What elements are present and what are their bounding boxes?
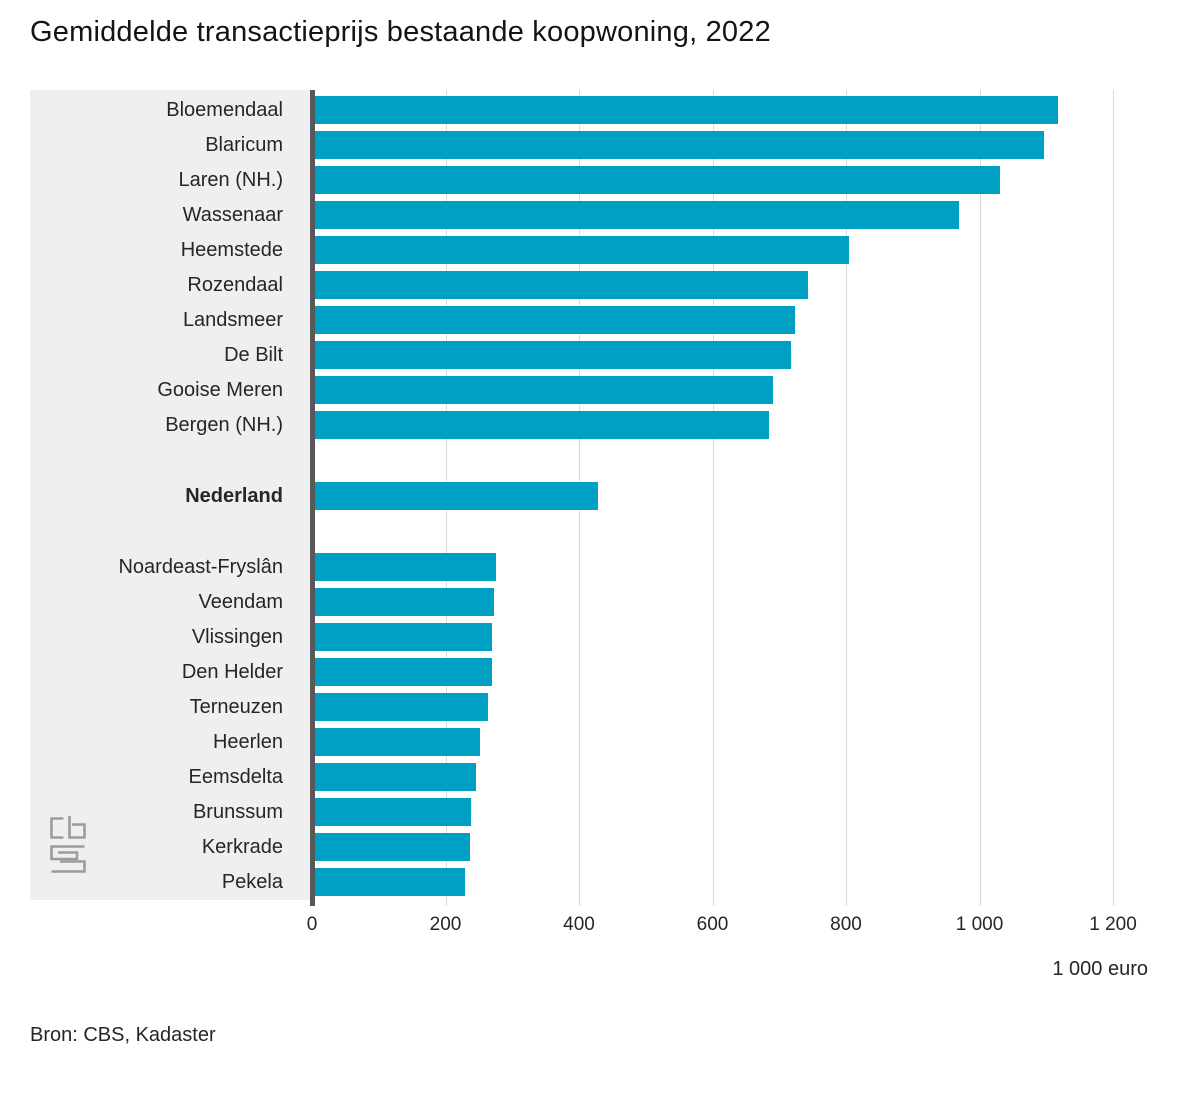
row-label-heerlen: Heerlen xyxy=(212,731,283,753)
bar-bergen-nh xyxy=(315,411,769,439)
x-axis-unit-label: 1 000 euro xyxy=(1052,958,1148,980)
gridline-600 xyxy=(712,90,714,906)
bar-heerlen xyxy=(315,728,480,756)
row-label-wassenaar: Wassenaar xyxy=(182,204,283,226)
bar-eemsdelta xyxy=(315,763,476,791)
bar-de-bilt xyxy=(315,341,791,369)
row-label-den-helder: Den Helder xyxy=(181,661,283,683)
cbs-logo xyxy=(50,816,86,873)
x-tick-label-1-200: 1 200 xyxy=(1089,914,1137,935)
row-label-nederland: Nederland xyxy=(185,485,283,507)
row-label-kerkrade: Kerkrade xyxy=(201,836,283,858)
bar-bloemendaal xyxy=(315,96,1058,124)
x-tick-label-400: 400 xyxy=(563,914,595,935)
row-label-bloemendaal: Bloemendaal xyxy=(166,99,283,121)
row-label-vlissingen: Vlissingen xyxy=(191,626,283,648)
bar-blaricum xyxy=(315,131,1044,159)
row-label-brunssum: Brunssum xyxy=(192,801,283,823)
row-label-blaricum: Blaricum xyxy=(205,134,283,156)
row-label-noardeast-frysl-n: Noardeast-Fryslân xyxy=(118,556,283,578)
label-gutter-background xyxy=(30,90,310,900)
row-label-heemstede: Heemstede xyxy=(180,239,283,261)
bar-heemstede xyxy=(315,236,849,264)
bar-noardeast-frysl-n xyxy=(315,553,496,581)
row-label-eemsdelta: Eemsdelta xyxy=(188,766,284,788)
gridline-800 xyxy=(846,90,847,906)
gridline-1-000 xyxy=(979,90,981,906)
y-axis-line xyxy=(310,90,315,906)
row-label-bergen-nh: Bergen (NH.) xyxy=(165,414,283,436)
bar-veendam xyxy=(315,588,494,616)
bar-pekela xyxy=(315,868,465,896)
page-title: Gemiddelde transactieprijs bestaande koo… xyxy=(30,16,771,48)
bar-gooise-meren xyxy=(315,376,773,404)
row-label-landsmeer: Landsmeer xyxy=(182,309,283,331)
bar-terneuzen xyxy=(315,693,488,721)
x-tick-label-800: 800 xyxy=(830,914,862,935)
row-label-rozendaal: Rozendaal xyxy=(187,274,283,296)
bar-rozendaal xyxy=(315,271,808,299)
x-tick-label-200: 200 xyxy=(429,914,462,935)
row-label-gooise-meren: Gooise Meren xyxy=(157,379,283,401)
row-label-veendam: Veendam xyxy=(198,591,283,613)
bar-landsmeer xyxy=(315,306,795,334)
bar-brunssum xyxy=(315,798,471,826)
bar-vlissingen xyxy=(315,623,492,651)
x-tick-label-0: 0 xyxy=(306,914,318,935)
x-tick-label-600: 600 xyxy=(696,914,729,935)
x-tick-label-1-000: 1 000 xyxy=(955,914,1004,935)
row-label-terneuzen: Terneuzen xyxy=(189,696,283,718)
row-label-de-bilt: De Bilt xyxy=(224,344,283,366)
bar-laren-nh xyxy=(315,166,1000,194)
gridline-1-200 xyxy=(1113,90,1114,906)
bar-nederland xyxy=(315,482,598,510)
row-label-pekela: Pekela xyxy=(221,871,283,893)
bar-kerkrade xyxy=(315,833,470,861)
bar-chart: Bloemendaal Blaricum Laren (NH.) Wassenaar H… xyxy=(30,90,1150,980)
source-note: Bron: CBS, Kadaster xyxy=(30,1024,216,1046)
row-label-laren-nh: Laren (NH.) xyxy=(178,169,283,191)
bar-den-helder xyxy=(315,658,492,686)
bar-wassenaar xyxy=(315,201,959,229)
